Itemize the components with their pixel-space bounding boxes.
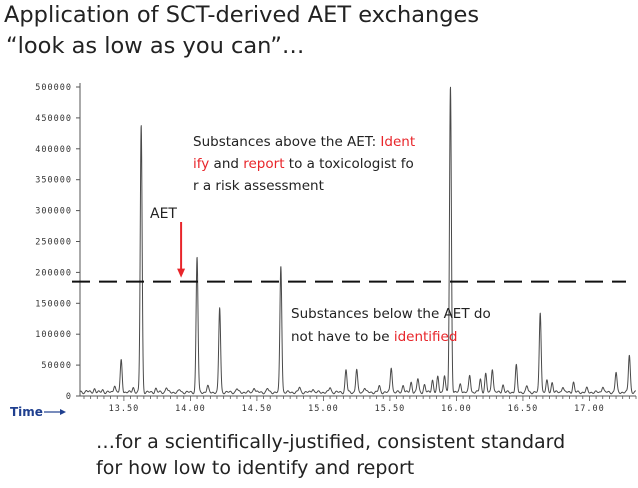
y-tick-label: 300000 [35, 207, 72, 217]
y-tick-label: 200000 [35, 268, 72, 278]
above-aet-note-identify-a: Ident [380, 134, 415, 150]
y-tick-label: 150000 [35, 299, 72, 309]
above-aet-note-toxicologist: to a toxicologist fo [284, 156, 413, 172]
below-aet-note-text: not have to be [291, 329, 394, 345]
x-tick-label: 17.00 [574, 404, 605, 414]
slide-title-line2: “look as low as you can”… [6, 33, 305, 59]
x-axis-label-arrowhead [60, 409, 66, 415]
aet-label: AET [150, 206, 177, 222]
chromatogram-chart: 0 50000 100000 150000 200000 250000 300000 3500… [10, 83, 637, 419]
x-tick-label: 14.50 [242, 404, 273, 414]
above-aet-note-and: and [209, 156, 243, 172]
above-aet-note-line2: ify and report to a toxicologist fo [193, 156, 414, 172]
below-aet-note-identified: identified [394, 329, 458, 345]
x-tick-label: 15.00 [308, 404, 339, 414]
y-tick-label: 350000 [35, 176, 72, 186]
x-axis: 13.50 14.00 14.50 15.00 15.50 16.00 16.50 17.00 [80, 395, 637, 414]
y-tick-label: 450000 [35, 114, 72, 124]
y-tick-label: 100000 [35, 330, 72, 340]
slide-title-line1: Application of SCT-derived AET exchanges [4, 2, 480, 28]
x-tick-label: 15.50 [375, 404, 406, 414]
above-aet-note-text: Substances above the AET: [193, 134, 380, 150]
above-aet-note-line3: r a risk assessment [193, 178, 324, 194]
y-axis: 0 50000 100000 150000 200000 250000 300000 3500… [35, 83, 81, 402]
y-tick-label: 50000 [41, 361, 72, 371]
aet-arrowhead [177, 268, 186, 278]
x-tick-label: 13.50 [109, 404, 140, 414]
bottom-text-line1: …for a scientifically-justified, consist… [96, 431, 566, 453]
y-tick-label: 0 [66, 392, 72, 402]
chromatogram-trace [79, 86, 637, 395]
above-aet-note-report: report [243, 156, 284, 172]
bottom-text-line2: for how low to identify and report [96, 457, 415, 479]
x-tick-label: 16.00 [441, 404, 472, 414]
x-tick-label: 14.00 [175, 404, 206, 414]
above-aet-note-identify-b: ify [193, 156, 209, 172]
y-tick-label: 400000 [35, 145, 72, 155]
y-tick-label: 500000 [35, 83, 72, 93]
below-aet-note-line2: not have to be identified [291, 329, 457, 345]
below-aet-note-line1: Substances below the AET do [291, 306, 491, 322]
y-tick-label: 250000 [35, 238, 72, 248]
above-aet-note-line1: Substances above the AET: Ident [193, 134, 415, 150]
x-tick-label: 16.50 [508, 404, 539, 414]
x-axis-label: Time [10, 405, 43, 419]
